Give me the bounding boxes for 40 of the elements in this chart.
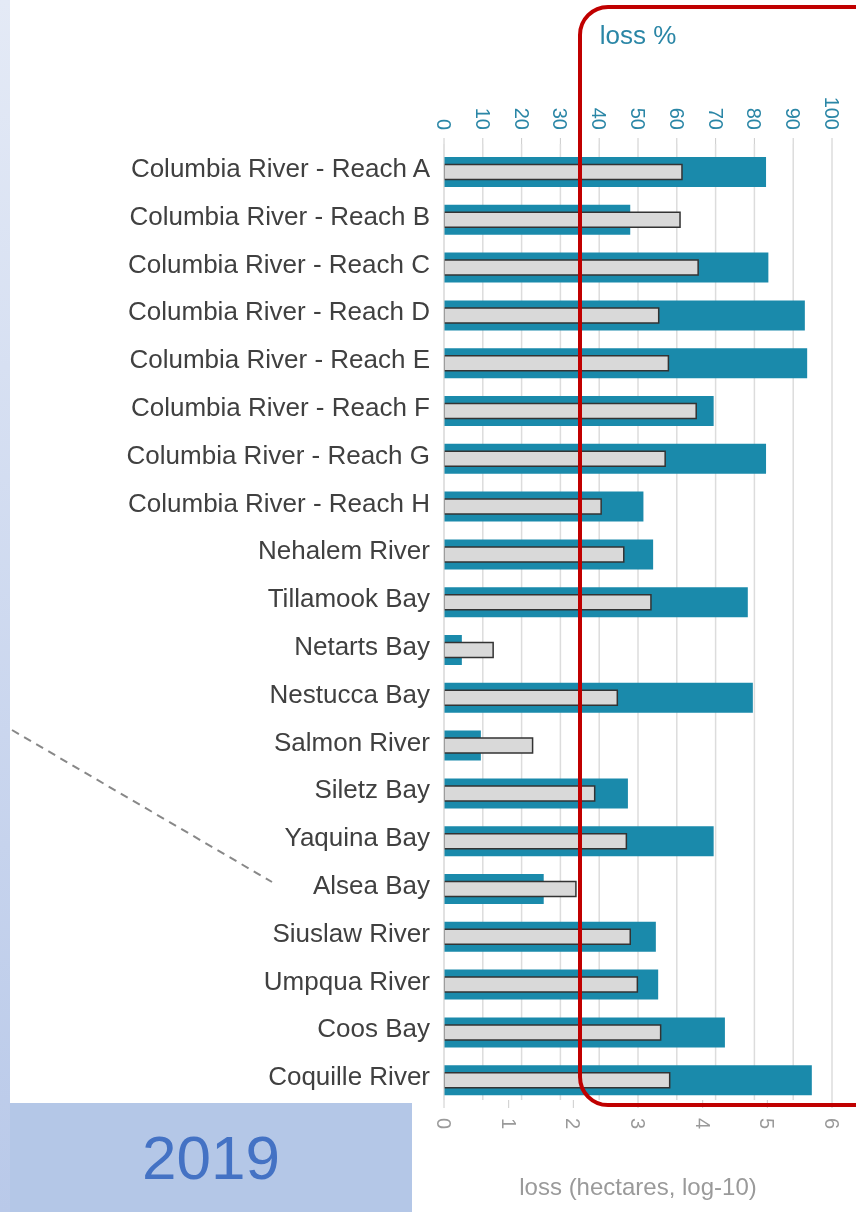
- y-tick-label: Nestucca Bay: [269, 678, 430, 709]
- y-tick-label: Nehalem River: [258, 535, 431, 566]
- x-tick-label: 2: [562, 1118, 585, 1130]
- x2-tick-label: 20: [510, 107, 533, 130]
- y-tick-label: Columbia River - Reach F: [130, 391, 430, 422]
- x-tick-label: 0: [433, 1118, 455, 1130]
- y-tick-label: Tillamook Bay: [267, 583, 430, 614]
- x-tick-label: 6: [821, 1118, 843, 1130]
- x2-tick-label: 0: [433, 118, 455, 130]
- x2-axis-title: loss %: [599, 20, 677, 50]
- y-tick-label: Umpqua River: [263, 965, 431, 996]
- y-tick-label: Columbia River - Reach B: [129, 200, 430, 231]
- y-tick-label: Columbia River - Reach G: [126, 439, 430, 470]
- y-tick-label: Alsea Bay: [312, 869, 430, 900]
- x2-tick-label: 10: [471, 107, 494, 130]
- y-tick-label: Siuslaw River: [272, 917, 431, 948]
- x-tick-label: 5: [756, 1118, 779, 1130]
- y-tick-label: Columbia River - Reach A: [130, 152, 431, 183]
- x2-tick-label: 30: [549, 107, 572, 130]
- y-tick-label: Yaquina Bay: [284, 822, 430, 853]
- x2-tick-label: 40: [588, 107, 611, 130]
- x2-tick-label: 50: [627, 107, 649, 130]
- y-tick-label: Coquille River: [268, 1061, 431, 1092]
- x-axis-title: loss (hectares, log-10): [519, 1173, 757, 1201]
- y-tick-label: Coos Bay: [317, 1013, 430, 1044]
- x2-tick-label: 70: [704, 107, 727, 130]
- y-tick-label: Siletz Bay: [314, 774, 430, 805]
- y-tick-label: Netarts Bay: [294, 630, 430, 661]
- x-tick-label: 4: [691, 1118, 714, 1130]
- x-tick-label: 1: [497, 1118, 520, 1130]
- y-tick-label: Columbia River - Reach H: [128, 487, 430, 518]
- x2-tick-label: 60: [665, 107, 688, 130]
- x2-tick-label: 90: [782, 107, 805, 130]
- x2-tick-label: 100: [821, 96, 843, 130]
- y-tick-label: Columbia River - Reach E: [129, 344, 430, 375]
- x-tick-label: 3: [627, 1118, 649, 1130]
- y-tick-label: Columbia River - Reach C: [128, 248, 430, 279]
- x2-tick-label: 80: [743, 107, 766, 130]
- y-tick-label: Salmon River: [273, 726, 431, 757]
- y-tick-label: Columbia River - Reach D: [128, 296, 430, 327]
